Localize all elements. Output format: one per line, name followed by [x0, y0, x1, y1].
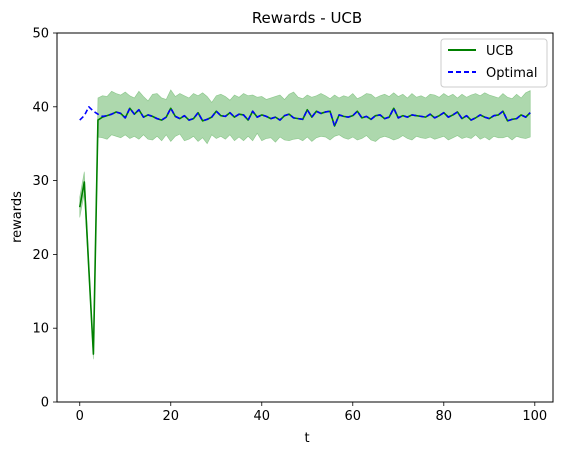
- y-tick-label-50: 50: [32, 27, 49, 42]
- y-tick-label-0: 0: [41, 396, 49, 411]
- x-tick-label-100: 100: [522, 409, 547, 424]
- legend-label-optimal: Optimal: [486, 66, 537, 81]
- y-tick-label-30: 30: [32, 174, 49, 189]
- x-tick-label-80: 80: [436, 409, 453, 424]
- confidence-band-ucb: [79, 89, 531, 360]
- y-tick-label-10: 10: [32, 322, 49, 337]
- legend-label-ucb: UCB: [486, 44, 514, 59]
- axis-ticks: 0 20 40 60 80 100 0 10 20 30 40 50: [32, 27, 547, 425]
- legend: UCB Optimal: [440, 38, 548, 88]
- y-tick-label-40: 40: [32, 100, 49, 115]
- series-line-optimal: [79, 106, 531, 127]
- x-tick-label-60: 60: [345, 409, 362, 424]
- plot-frame: [56, 32, 554, 403]
- y-tick-label-20: 20: [32, 248, 49, 263]
- y-axis-label: rewards: [10, 191, 25, 243]
- x-tick-label-0: 0: [76, 409, 84, 424]
- x-axis-label: t: [304, 431, 309, 446]
- x-tick-label-20: 20: [162, 409, 179, 424]
- plot-area: [78, 89, 531, 360]
- chart-title: Rewards - UCB: [252, 9, 362, 27]
- series-line-ucb: [78, 107, 531, 355]
- x-tick-label-40: 40: [253, 409, 270, 424]
